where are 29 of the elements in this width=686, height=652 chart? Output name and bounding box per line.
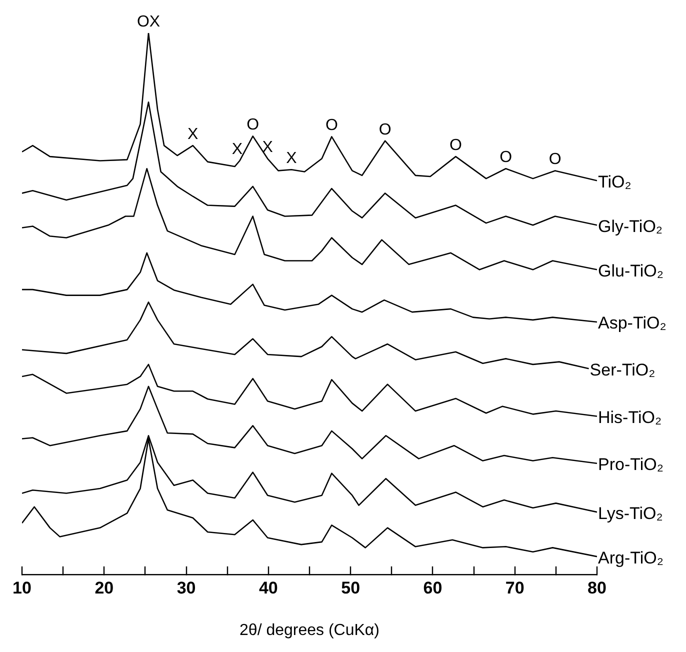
series-label: Ser-TiO₂ (590, 360, 656, 380)
x-tick-label: 50 (341, 578, 360, 598)
series-label: Glu-TiO₂ (598, 261, 664, 280)
annotation: X (286, 150, 298, 168)
x-tick-label: 30 (176, 578, 196, 598)
x-tick-label: 70 (505, 578, 524, 598)
x-tick-label: 20 (94, 578, 114, 598)
x-tick-label: 40 (258, 578, 278, 598)
annotation: O (548, 151, 562, 168)
series-label: TiO₂ (598, 172, 632, 192)
series-label: Lys-TiO₂ (598, 504, 663, 523)
annotation: X (232, 141, 243, 158)
annotation: X (262, 139, 274, 156)
annotation: OX (136, 13, 160, 30)
annotation: O (449, 136, 462, 154)
annotation: X (188, 126, 199, 143)
series-label: His-TiO₂ (598, 408, 662, 427)
annotation: O (325, 117, 338, 134)
annotation: O (500, 149, 512, 166)
series-label: Pro-TiO₂ (598, 455, 664, 474)
series-label: Asp-TiO₂ (598, 314, 666, 333)
x-tick-label: 80 (588, 578, 606, 598)
annotation: O (246, 116, 260, 134)
x-tick-label: 10 (12, 578, 32, 598)
series-label: Gly-TiO₂ (598, 216, 663, 236)
series-label: Arg-TiO₂ (598, 548, 664, 568)
annotation: O (378, 121, 392, 138)
x-tick-label: 60 (423, 578, 442, 598)
x-axis-title: 2θ/ degrees (CuKα) (240, 622, 380, 639)
